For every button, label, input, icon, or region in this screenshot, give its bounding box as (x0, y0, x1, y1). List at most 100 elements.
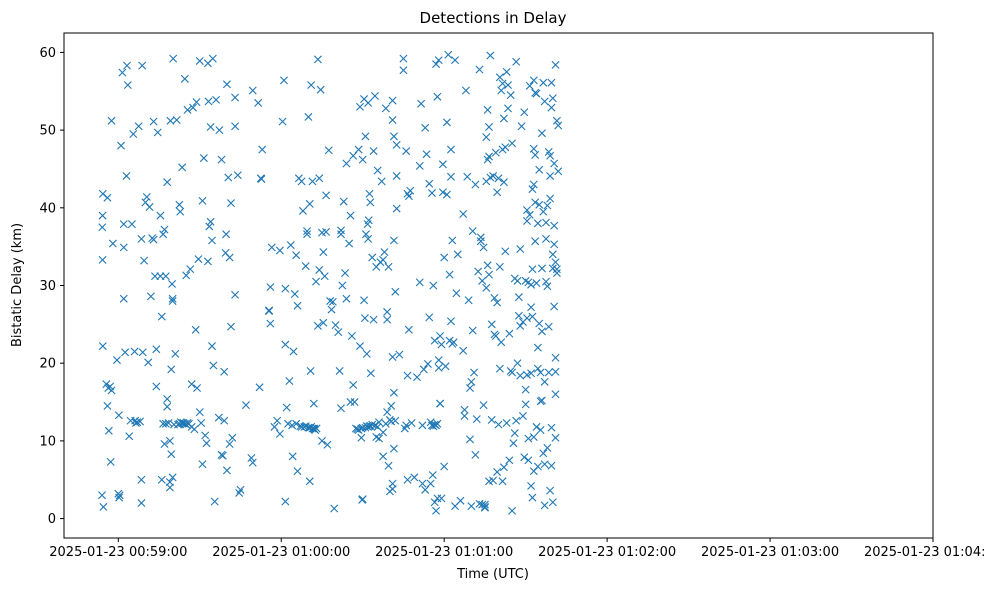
data-point (305, 477, 314, 486)
data-point (548, 94, 557, 103)
data-point (533, 219, 542, 228)
data-point (535, 165, 544, 174)
data-point (537, 129, 546, 138)
data-point (360, 314, 369, 323)
data-point (358, 155, 367, 164)
data-point (548, 498, 557, 507)
data-point (337, 226, 345, 235)
data-point (125, 432, 134, 441)
y-tick-label: 60 (39, 46, 56, 61)
chart-title: Detections in Delay (420, 9, 567, 27)
data-point (157, 312, 166, 321)
data-point (199, 154, 208, 163)
data-point (498, 79, 507, 88)
data-point (512, 57, 521, 66)
data-point (203, 257, 212, 266)
data-point (241, 401, 250, 410)
data-point (292, 251, 301, 260)
data-point (551, 433, 560, 442)
data-point (504, 81, 512, 90)
data-point (138, 348, 147, 357)
data-point (364, 234, 373, 243)
data-point (292, 419, 301, 428)
data-point (468, 227, 477, 236)
data-point (546, 171, 555, 180)
data-point (301, 262, 310, 271)
data-point (231, 122, 240, 131)
data-point (163, 394, 172, 403)
data-point (278, 117, 287, 126)
data-point (388, 485, 397, 494)
data-point (415, 278, 424, 287)
data-point (421, 123, 430, 132)
data-point (215, 126, 224, 135)
data-point (415, 161, 424, 170)
data-point (108, 239, 117, 248)
data-point (547, 461, 556, 470)
data-point (305, 199, 314, 208)
data-point (418, 479, 427, 488)
x-tick-label: 2025-01-23 01:02:00 (538, 545, 676, 560)
data-point (502, 419, 511, 428)
data-point (202, 439, 211, 448)
data-point (358, 495, 367, 504)
data-point (387, 401, 396, 410)
data-point (364, 98, 373, 107)
data-point (529, 433, 538, 441)
data-point (495, 73, 504, 82)
data-point (317, 436, 326, 445)
data-point (121, 348, 130, 357)
y-tick-label: 10 (39, 434, 56, 449)
data-point (186, 265, 195, 274)
data-point (552, 269, 561, 278)
data-point (330, 504, 339, 513)
data-point (304, 112, 313, 121)
data-point (201, 431, 210, 440)
data-point (532, 89, 541, 98)
data-point (406, 186, 415, 195)
data-point (546, 486, 555, 495)
data-point (312, 277, 320, 286)
data-point (370, 91, 379, 100)
data-point (540, 97, 549, 106)
data-point (453, 250, 462, 259)
data-point (485, 270, 493, 279)
data-point (384, 262, 393, 271)
data-point (122, 171, 131, 180)
data-point (548, 250, 557, 259)
data-point (533, 364, 542, 373)
data-point (389, 388, 398, 397)
data-point (98, 255, 107, 264)
data-point (464, 296, 473, 305)
data-point (303, 230, 312, 239)
data-point (297, 177, 306, 186)
data-point (475, 65, 484, 74)
data-point (437, 494, 446, 503)
data-point (153, 128, 162, 137)
data-point (514, 311, 523, 320)
data-point (267, 243, 276, 252)
data-point (164, 419, 173, 428)
data-point (554, 167, 563, 176)
data-point (286, 241, 295, 250)
data-point (539, 207, 548, 216)
data-point (499, 463, 508, 472)
data-point (516, 321, 525, 330)
data-point (494, 420, 503, 429)
data-point (231, 290, 240, 299)
data-point (206, 217, 215, 226)
data-point (102, 380, 111, 389)
data-point (399, 66, 408, 75)
data-point (551, 390, 560, 399)
data-point (552, 116, 561, 125)
x-tick-label: 2025-01-23 01:00:00 (212, 545, 350, 560)
data-point (482, 133, 491, 142)
data-point (220, 367, 229, 376)
data-point (255, 383, 264, 392)
data-point (529, 180, 538, 189)
data-point (380, 248, 389, 257)
data-point (542, 234, 551, 243)
data-point (521, 400, 530, 409)
data-point (107, 386, 116, 395)
data-point (487, 415, 496, 424)
